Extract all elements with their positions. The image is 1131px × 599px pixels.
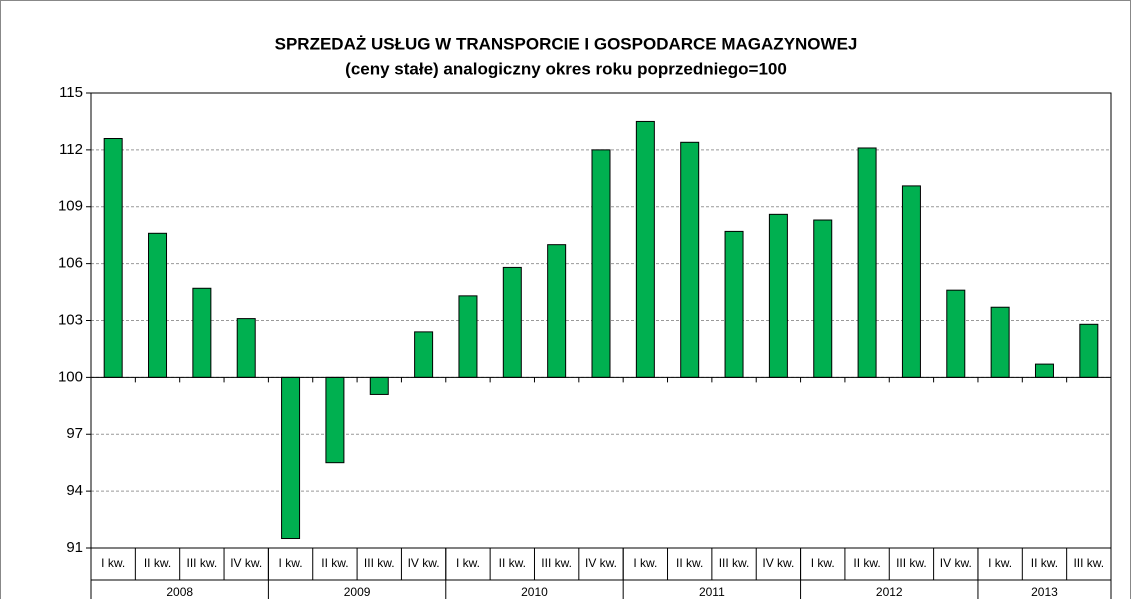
x-tick-label: IV kw.	[230, 556, 262, 570]
x-tick-label: II kw.	[321, 556, 348, 570]
bar	[369, 376, 389, 395]
bar	[1079, 323, 1099, 378]
y-tick-label: 91	[66, 539, 83, 556]
group-label: 2013	[1031, 585, 1058, 599]
bar	[547, 244, 567, 378]
y-tick-label: 112	[59, 141, 83, 158]
x-tick-label: I kw.	[633, 556, 657, 570]
chart-subtitle: (ceny stałe) analogiczny okres roku popr…	[345, 59, 787, 78]
x-tick-label: II kw.	[853, 556, 880, 570]
bar	[458, 295, 478, 378]
y-tick-label: 94	[66, 482, 83, 499]
y-tick-label: 97	[66, 425, 83, 442]
x-tick-label: I kw.	[811, 556, 835, 570]
y-tick-label: 109	[58, 198, 83, 215]
bar	[414, 331, 434, 378]
x-tick-label: III kw.	[541, 556, 572, 570]
bar	[502, 266, 522, 378]
x-tick-label: IV kw.	[940, 556, 972, 570]
x-tick-label: II kw.	[1031, 556, 1058, 570]
x-tick-label: II kw.	[676, 556, 703, 570]
bar	[325, 376, 345, 464]
y-tick-label: 115	[59, 84, 83, 101]
x-tick-label: I kw.	[988, 556, 1012, 570]
x-tick-label: I kw.	[456, 556, 480, 570]
bar	[946, 289, 966, 378]
bar	[148, 232, 168, 378]
group-label: 2011	[699, 585, 725, 599]
bar	[103, 138, 123, 378]
x-tick-label: III kw.	[187, 556, 218, 570]
bar	[724, 230, 744, 378]
bar	[192, 287, 212, 378]
bar	[635, 120, 655, 378]
x-tick-label: IV kw.	[585, 556, 617, 570]
x-tick-label: I kw.	[279, 556, 303, 570]
bar	[591, 149, 611, 378]
chart-title: SPRZEDAŻ USŁUG W TRANSPORCIE I GOSPODARC…	[275, 34, 858, 53]
bar	[857, 147, 877, 378]
group-label: 2009	[344, 585, 371, 599]
bar	[768, 213, 788, 378]
x-tick-label: IV kw.	[408, 556, 440, 570]
x-tick-label: III kw.	[896, 556, 927, 570]
bar	[281, 376, 301, 540]
bar	[1034, 363, 1054, 378]
bar	[901, 185, 921, 378]
bar	[990, 306, 1010, 378]
y-tick-label: 103	[58, 311, 83, 328]
x-tick-label: III kw.	[364, 556, 395, 570]
group-label: 2012	[876, 585, 903, 599]
x-tick-label: I kw.	[101, 556, 125, 570]
group-label: 2008	[166, 585, 193, 599]
plot-border	[90, 92, 1112, 549]
y-tick-label: 106	[58, 255, 83, 272]
group-label: 2010	[521, 585, 548, 599]
x-tick-label: IV kw.	[762, 556, 794, 570]
bar	[813, 219, 833, 378]
x-tick-label: II kw.	[144, 556, 171, 570]
x-tick-label: II kw.	[499, 556, 526, 570]
bar	[680, 141, 700, 378]
bar	[236, 318, 256, 378]
x-tick-label: III kw.	[719, 556, 750, 570]
x-tick-label: III kw.	[1073, 556, 1104, 570]
y-tick-label: 100	[58, 368, 83, 385]
